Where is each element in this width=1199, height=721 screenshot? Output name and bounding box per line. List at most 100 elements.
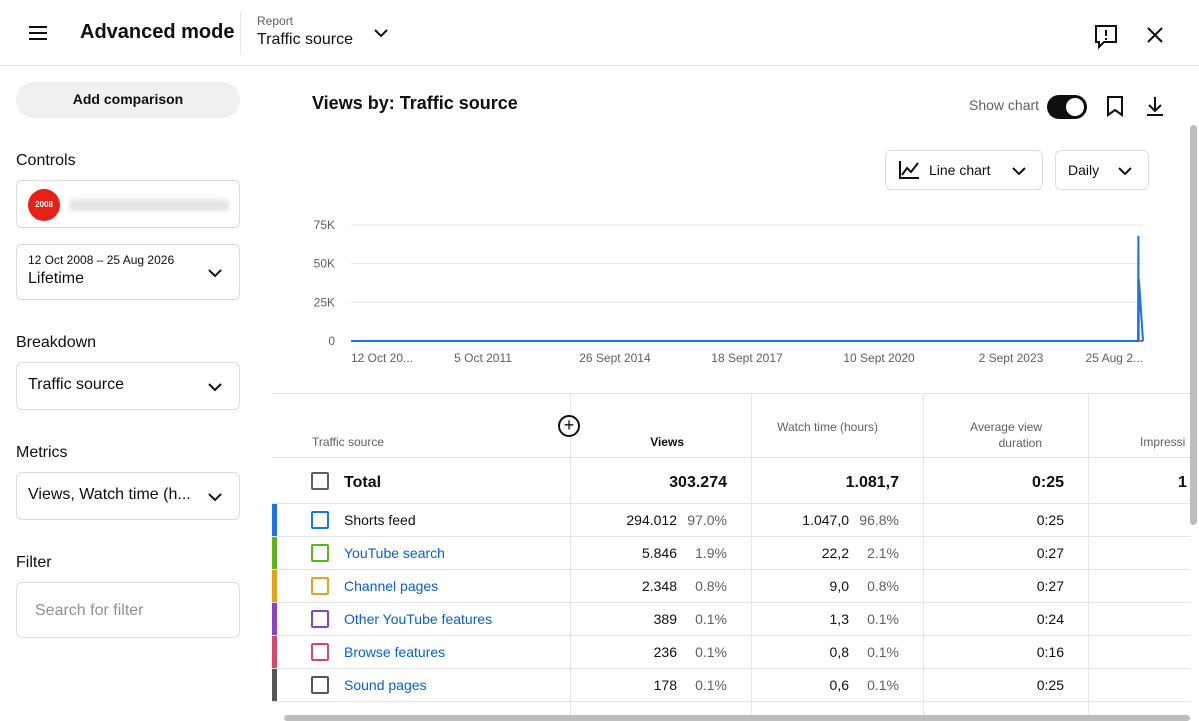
y-tick-label: 25K — [314, 295, 335, 309]
x-tick-label: 26 Sept 2014 — [579, 351, 651, 365]
breakdown-label: Breakdown — [16, 334, 97, 351]
avg-duration: 0:27 — [1036, 578, 1064, 594]
y-tick-label: 75K — [314, 218, 335, 232]
watch-share: 0.8% — [867, 578, 899, 594]
report-dropdown[interactable] — [373, 27, 389, 39]
row-divider — [272, 457, 1190, 458]
checkbox — [311, 610, 329, 628]
download-button[interactable] — [1145, 95, 1165, 117]
watch-share: 96.8% — [859, 512, 899, 528]
y-tick-label: 0 — [328, 334, 335, 348]
filter-placeholder: Search for filter — [35, 602, 144, 619]
watch-time: 1,3 — [829, 611, 849, 627]
checkbox — [311, 643, 329, 661]
x-tick-label: 5 Oct 2011 — [454, 351, 512, 365]
source-name[interactable]: Browse features — [344, 644, 446, 660]
date-selector[interactable]: 12 Oct 2008 – 25 Aug 2026 Lifetime — [16, 244, 240, 300]
watch-time: 0,8 — [829, 644, 849, 660]
add-comparison[interactable]: Add comparison — [16, 82, 240, 118]
views: 178 — [653, 677, 677, 693]
vertical-scrollbar[interactable] — [1190, 125, 1197, 525]
horizontal-scrollbar[interactable] — [284, 715, 1190, 721]
watch-share: 2.1% — [867, 545, 899, 561]
watch-time: 9,0 — [829, 578, 849, 594]
report-label: Report — [257, 14, 294, 28]
save-button[interactable] — [1105, 95, 1125, 117]
series-line — [351, 235, 1144, 342]
total-avg-duration: 0:25 — [1031, 474, 1064, 491]
row-divider — [272, 635, 1190, 636]
x-tick-label: 10 Sept 2020 — [843, 351, 915, 365]
checkbox — [311, 676, 329, 694]
breakdown-value: Traffic source — [28, 376, 125, 393]
filter-input[interactable]: Search for filter — [16, 582, 240, 638]
column-header: Impressi — [1140, 435, 1186, 449]
row-divider — [272, 503, 1190, 504]
row-color — [272, 504, 277, 536]
avg-duration: 0:25 — [1036, 512, 1064, 528]
views: 294.012 — [626, 512, 677, 528]
show-chart-toggle[interactable] — [1046, 94, 1088, 120]
date-range: 12 Oct 2008 – 25 Aug 2026 — [28, 253, 175, 267]
total-views: 303.274 — [669, 474, 727, 491]
column-divider — [923, 394, 924, 715]
chart-heading: Views by: Traffic source — [312, 93, 518, 113]
add-column-button[interactable]: + — [558, 415, 580, 437]
row-color — [272, 570, 277, 602]
show-chart-label: Show chart — [969, 97, 1040, 113]
source-name[interactable]: Sound pages — [344, 677, 427, 693]
breakdown-selector[interactable]: Traffic source — [16, 362, 240, 410]
views: 5.846 — [641, 545, 677, 561]
title: Advanced mode — [80, 21, 235, 43]
report-name[interactable]: Traffic source — [257, 31, 354, 48]
avg-duration: 0:25 — [1036, 677, 1064, 693]
y-tick-label: 50K — [314, 257, 335, 271]
views: 236 — [653, 644, 677, 660]
filter-label: Filter — [16, 554, 52, 571]
granularity-selector[interactable]: Daily — [1055, 150, 1149, 190]
views: 2.348 — [641, 578, 677, 594]
watch-share: 0.1% — [867, 611, 899, 627]
column-divider — [1088, 394, 1089, 715]
column-header: Average view duration — [970, 420, 1042, 450]
watch-share: 0.1% — [867, 644, 899, 660]
row-divider — [272, 536, 1190, 537]
granularity: Daily — [1068, 162, 1100, 178]
source-name: Shorts feed — [344, 512, 416, 528]
checkbox — [311, 577, 329, 595]
column-header: Traffic source — [312, 435, 385, 449]
source-name[interactable]: YouTube search — [344, 545, 445, 561]
line-chart: 0 25K 50K 75K 12 Oct 20... 5 Oct 2011 26 Sept … — [314, 218, 1144, 365]
channel-badge: 2008 — [28, 189, 60, 221]
metrics-value: Views, Watch time (h... — [28, 486, 191, 503]
column-divider — [570, 394, 571, 715]
x-tick-label: 2 Sept 2023 — [979, 351, 1044, 365]
chart-type: Line chart — [929, 162, 991, 178]
avg-duration: 0:16 — [1036, 644, 1064, 660]
watch-time: 1.047,0 — [802, 512, 849, 528]
watch-time: 0,6 — [829, 677, 849, 693]
total-watch-time: 1.081,7 — [845, 474, 899, 491]
watch-share: 0.1% — [867, 677, 899, 693]
controls-label: Controls — [16, 152, 76, 169]
chart-type-selector[interactable]: Line chart — [885, 150, 1043, 190]
source-name[interactable]: Other YouTube features — [344, 611, 493, 627]
views-share: 1.9% — [695, 545, 727, 561]
views-share: 0.1% — [695, 677, 727, 693]
data-table: Traffic source Views Watch time (hours) Ave… — [272, 393, 1190, 715]
views-share: 97.0% — [687, 512, 727, 528]
checkbox — [311, 511, 329, 529]
feedback-button[interactable] — [1094, 24, 1118, 50]
channel-selector[interactable]: 2008 — [16, 180, 240, 228]
row-divider — [272, 701, 1190, 702]
close-button[interactable] — [1146, 26, 1164, 44]
metrics-selector[interactable]: Views, Watch time (h... — [16, 472, 240, 520]
menu-button[interactable] — [28, 24, 48, 42]
avg-duration: 0:27 — [1036, 545, 1064, 561]
x-tick-label: 18 Sept 2017 — [711, 351, 783, 365]
x-tick-label: 25 Aug 2... — [1086, 351, 1143, 365]
source-name[interactable]: Channel pages — [344, 578, 439, 594]
row-divider — [272, 668, 1190, 669]
